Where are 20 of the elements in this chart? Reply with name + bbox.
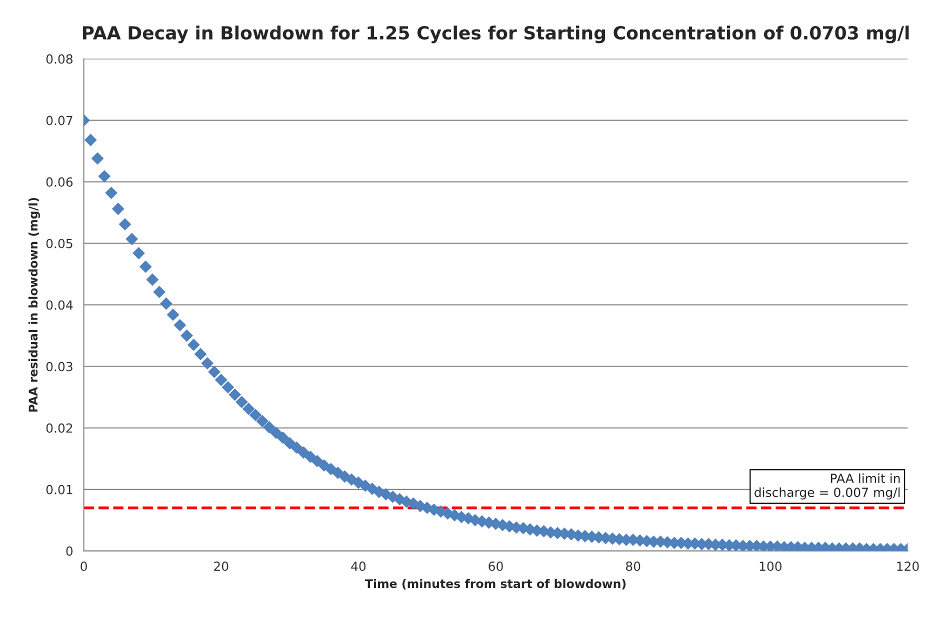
- y-tick-label: 0.06: [46, 177, 73, 187]
- x-axis-title: Time (minutes from start of blowdown): [364, 578, 626, 590]
- y-tick-label: 0.08: [46, 54, 73, 64]
- x-tick-label: 100: [760, 562, 782, 571]
- x-tick-label: 20: [214, 562, 228, 571]
- ref-line-label: PAA limit in discharge = 0.007 mg/l: [754, 473, 900, 500]
- x-tick-label: 80: [626, 562, 640, 571]
- y-tick-label: 0: [66, 546, 73, 556]
- x-tick-label: 60: [488, 562, 503, 571]
- x-tick-label: 120: [897, 562, 919, 571]
- chart-title: PAA Decay in Blowdown for 1.25 Cycles for Starting Concentration of 0.0703 mg/l: [82, 26, 909, 44]
- y-tick-label: 0.01: [46, 484, 72, 494]
- x-tick-label: 40: [351, 562, 366, 571]
- y-tick-label: 0.02: [46, 423, 72, 433]
- y-tick-label: 0.07: [46, 116, 72, 126]
- y-tick-label: 0.04: [46, 300, 73, 310]
- y-tick-label: 0.05: [46, 238, 72, 248]
- y-axis-title: PAA residual in blowdown (mg/l): [28, 198, 40, 412]
- y-tick-label: 0.03: [46, 362, 72, 372]
- x-tick-label: 0: [80, 562, 87, 571]
